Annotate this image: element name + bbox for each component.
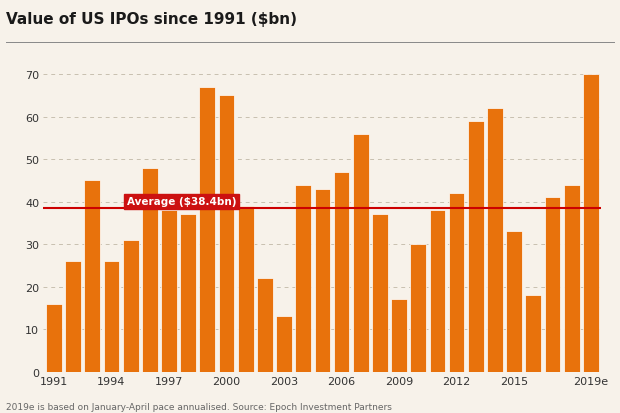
Bar: [391, 299, 407, 372]
Bar: [46, 304, 62, 372]
Bar: [353, 134, 369, 372]
Bar: [564, 185, 580, 372]
Bar: [257, 278, 273, 372]
Bar: [276, 317, 292, 372]
Bar: [430, 211, 445, 372]
Text: Average ($38.4bn): Average ($38.4bn): [127, 197, 237, 207]
Bar: [507, 232, 522, 372]
Bar: [468, 121, 484, 372]
Text: 2019e is based on January-April pace annualised. Source: Epoch Investment Partne: 2019e is based on January-April pace ann…: [6, 402, 392, 411]
Bar: [314, 190, 330, 372]
Bar: [84, 181, 100, 372]
Bar: [161, 211, 177, 372]
Bar: [334, 172, 350, 372]
Bar: [372, 215, 388, 372]
Bar: [65, 261, 81, 372]
Bar: [123, 240, 138, 372]
Bar: [487, 109, 503, 372]
Bar: [104, 261, 119, 372]
Bar: [583, 75, 599, 372]
Bar: [200, 88, 215, 372]
Bar: [238, 206, 254, 372]
Text: Value of US IPOs since 1991 ($bn): Value of US IPOs since 1991 ($bn): [6, 12, 297, 27]
Bar: [219, 96, 234, 372]
Bar: [410, 244, 426, 372]
Bar: [142, 168, 157, 372]
Bar: [526, 295, 541, 372]
Bar: [449, 194, 464, 372]
Bar: [544, 198, 560, 372]
Bar: [180, 215, 196, 372]
Bar: [295, 185, 311, 372]
